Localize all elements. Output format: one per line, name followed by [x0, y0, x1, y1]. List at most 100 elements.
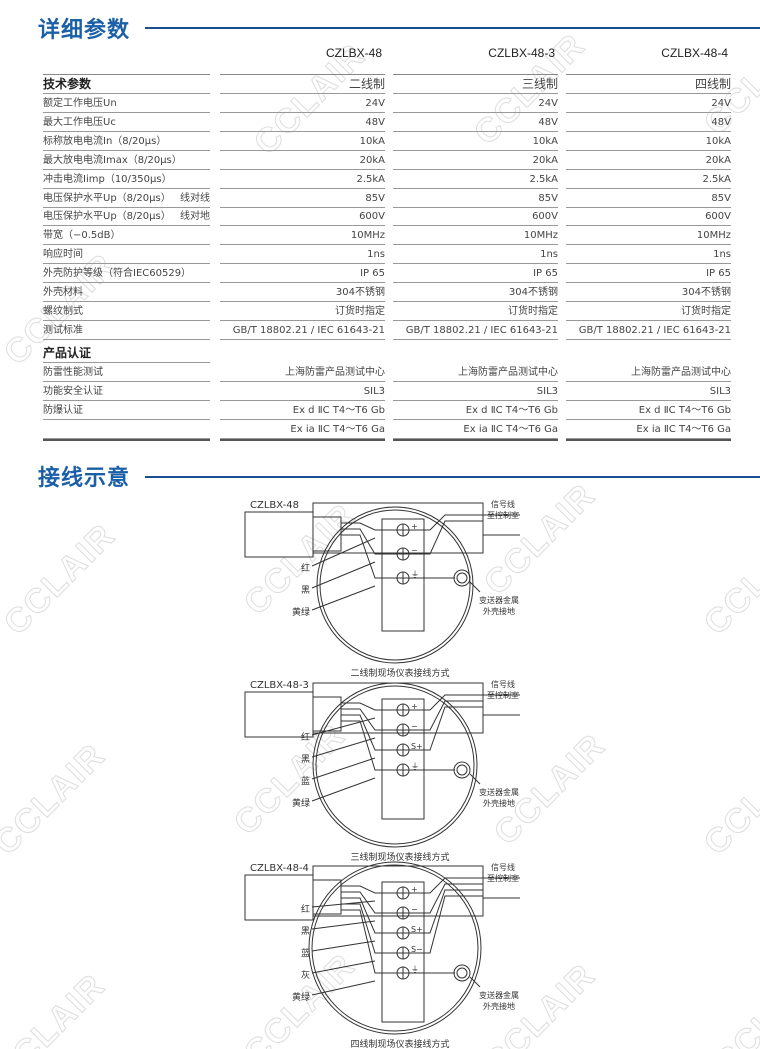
spec-value: IP 65: [220, 264, 385, 284]
spec-label-text: 测试标准: [43, 324, 83, 336]
divider: [220, 74, 385, 75]
wire: [341, 891, 397, 914]
spec-value: 2.5kA: [220, 170, 385, 189]
terminal-block: [381, 518, 425, 632]
spec-label: 带宽（−0.5dB）: [43, 226, 210, 246]
spec-value: 48V: [220, 113, 385, 132]
spec-value: 304不锈钢: [566, 283, 731, 302]
model-label: CZLBX-48-4: [250, 863, 309, 874]
wire: [341, 897, 397, 934]
spec-value: 85V: [220, 189, 385, 208]
spec-label: 冲击电流Iimp（10/350μs）: [43, 170, 210, 189]
spec-row: 外壳材料 304不锈钢 304不锈钢 304不锈钢: [0, 283, 760, 302]
wire-pointer: [311, 920, 376, 930]
wire: [341, 720, 397, 771]
spec-value: IP 65: [393, 264, 558, 284]
diagram-caption: 二线制现场仪表接线方式: [350, 667, 449, 679]
spec-label: 外壳防护等级（符合IEC60529）: [43, 264, 210, 284]
divider: [566, 439, 731, 441]
spec-value: 1ns: [566, 245, 731, 265]
spec-label: 标称放电电流In（8/20μs）: [43, 132, 210, 151]
spec-label-text: 电压保护水平Up（8/20μs）: [43, 192, 171, 204]
terminal-block: [381, 881, 425, 1023]
ground-label: 变送器金属: [479, 787, 519, 797]
wire-pointer: [311, 757, 376, 780]
spec-row: 额定工作电压Un 24V 24V 24V: [0, 94, 760, 113]
terminal-label: −: [411, 905, 418, 914]
spec-label: 最大放电电流Imax（8/20μs）: [43, 151, 210, 170]
cable-box: [244, 691, 314, 738]
ground-label: 变送器金属: [479, 990, 519, 1000]
spec-value: 20kA: [566, 151, 731, 170]
spec-value: 上海防雷产品测试中心: [566, 363, 731, 382]
spec-label: 螺纹制式: [43, 302, 210, 321]
spec-value: 304不锈钢: [220, 283, 385, 302]
wire-color-label: 红: [301, 903, 310, 915]
wire-pointer: [311, 940, 376, 952]
signal-wire: [409, 520, 483, 555]
spec-value: 1ns: [393, 245, 558, 265]
spec-label: 响应时间: [43, 245, 210, 265]
signal-wire: [409, 877, 483, 894]
spec-value: IP 65: [566, 264, 731, 284]
spec-label: 防爆认证: [43, 401, 210, 420]
cable-gland: [312, 879, 342, 915]
cable-gland: [312, 516, 342, 552]
ground-label: 外壳接地: [483, 798, 515, 808]
wire-color-label: 蓝: [301, 775, 310, 787]
ground-label: 外壳接地: [483, 606, 515, 616]
terminal-label: S+: [411, 742, 423, 751]
spec-value: GB/T 18802.21 / IEC 61643-21: [220, 321, 385, 340]
wire: [341, 708, 397, 731]
wire-color-label: 灰: [301, 969, 310, 981]
signal-label: 至控制室: [487, 690, 519, 700]
wire: [341, 903, 397, 954]
spec-row: 响应时间 1ns 1ns 1ns: [0, 245, 760, 265]
spec-value: 600V: [566, 207, 731, 227]
spec-value: 600V: [220, 207, 385, 227]
spec-row: 带宽（−0.5dB） 10MHz 10MHz 10MHz: [0, 226, 760, 246]
spec-label: 测试标准: [43, 321, 210, 340]
spec-header-label: 技术参数: [43, 75, 210, 94]
signal-housing: [312, 682, 484, 734]
wire-color-label: 黄绿: [292, 606, 310, 618]
spec-row: 测试标准 GB/T 18802.21 / IEC 61643-21 GB/T 188…: [0, 321, 760, 340]
spec-label: 功能安全认证: [43, 382, 210, 401]
model-header: CZLBX-48-4: [661, 46, 728, 60]
signal-wire: [409, 694, 483, 711]
terminal-label: +: [411, 522, 418, 531]
spec-value: GB/T 18802.21 / IEC 61643-21: [393, 321, 558, 340]
wire-color-label: 黑: [301, 585, 310, 596]
wire: [341, 522, 397, 531]
housing-circle: [308, 861, 482, 1035]
ground-lug-icon: [453, 569, 471, 587]
spec-row: 防爆认证 Ex d ⅡC T4～T6 Gb Ex d ⅡC T4～T6 Gb Ex d…: [0, 401, 760, 420]
spec-label-text: 标称放电电流In（8/20μs）: [43, 135, 167, 147]
spec-label: 电压保护水平Up（8/20μs） 线对地: [43, 207, 210, 227]
divider: [393, 74, 558, 75]
spec-value: 24V: [566, 94, 731, 113]
spec-label: 最大工作电压Uc: [43, 113, 210, 132]
spec-header-value: 二线制: [220, 75, 385, 94]
spec-value: 订货时指定: [566, 302, 731, 321]
spec-value: 48V: [566, 113, 731, 132]
signal-wire: [409, 514, 483, 531]
spec-value: 订货时指定: [220, 302, 385, 321]
terminal-label: ⏚: [411, 965, 419, 974]
wire-color-label: 黑: [301, 926, 310, 937]
spec-row: 电压保护水平Up（8/20μs） 线对线 85V 85V 85V: [0, 189, 760, 208]
wire: [341, 534, 397, 579]
spec-label-text: 冲击电流Iimp（10/350μs）: [43, 173, 172, 185]
wire-color-label: 黄绿: [292, 797, 310, 809]
diagram-caption: 三线制现场仪表接线方式: [350, 851, 449, 863]
housing-circle-inner: [311, 864, 479, 1032]
spec-value: 600V: [393, 207, 558, 227]
spec-value: 48V: [393, 113, 558, 132]
terminal-label: S−: [411, 945, 423, 954]
ground-pointer: [469, 581, 481, 593]
ground-lug-icon: [453, 761, 471, 779]
terminal-block: [381, 698, 425, 820]
terminal-label: +: [411, 702, 418, 711]
wire: [341, 702, 397, 711]
terminal-label: −: [411, 722, 418, 731]
